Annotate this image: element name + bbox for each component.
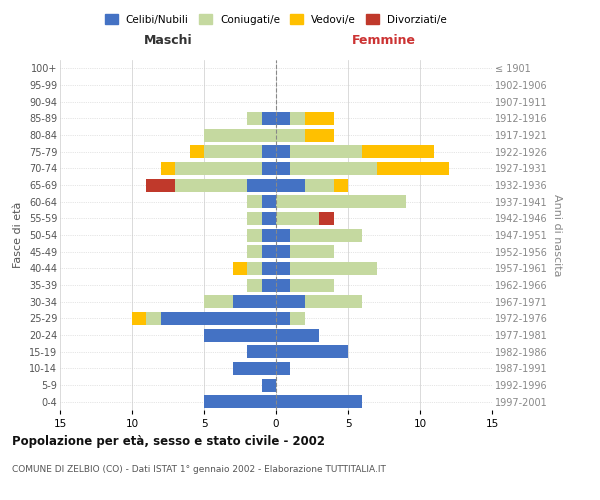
Bar	[204, 328, 276, 342]
Bar	[204, 295, 233, 308]
Bar	[161, 312, 276, 325]
Bar	[276, 128, 305, 141]
Bar	[290, 312, 305, 325]
Bar	[132, 312, 146, 325]
Bar	[276, 312, 290, 325]
Bar	[190, 145, 204, 158]
Bar	[290, 112, 305, 125]
Bar	[262, 278, 276, 291]
Bar	[175, 162, 262, 175]
Bar	[290, 228, 362, 241]
Bar	[146, 178, 175, 192]
Bar	[276, 345, 348, 358]
Bar	[276, 395, 362, 408]
Bar	[290, 278, 334, 291]
Bar	[305, 295, 362, 308]
Bar	[276, 228, 290, 241]
Bar	[262, 378, 276, 392]
Bar	[276, 195, 406, 208]
Bar	[290, 245, 334, 258]
Bar	[262, 262, 276, 275]
Bar	[204, 128, 276, 141]
Bar	[290, 162, 377, 175]
Bar	[175, 178, 247, 192]
Text: Femmine: Femmine	[352, 34, 416, 46]
Bar	[276, 278, 290, 291]
Bar	[247, 278, 262, 291]
Bar	[276, 162, 290, 175]
Bar	[204, 145, 262, 158]
Bar	[233, 295, 276, 308]
Bar	[262, 162, 276, 175]
Text: Popolazione per età, sesso e stato civile - 2002: Popolazione per età, sesso e stato civil…	[12, 435, 325, 448]
Text: Maschi: Maschi	[143, 34, 193, 46]
Bar	[233, 262, 247, 275]
Bar	[247, 228, 262, 241]
Bar	[290, 145, 362, 158]
Bar	[276, 145, 290, 158]
Legend: Celibi/Nubili, Coniugati/e, Vedovi/e, Divorziati/e: Celibi/Nubili, Coniugati/e, Vedovi/e, Di…	[101, 10, 451, 29]
Bar	[247, 195, 262, 208]
Text: COMUNE DI ZELBIO (CO) - Dati ISTAT 1° gennaio 2002 - Elaborazione TUTTITALIA.IT: COMUNE DI ZELBIO (CO) - Dati ISTAT 1° ge…	[12, 465, 386, 474]
Bar	[247, 345, 276, 358]
Bar	[305, 128, 334, 141]
Bar	[334, 178, 348, 192]
Bar	[276, 295, 305, 308]
Y-axis label: Anni di nascita: Anni di nascita	[551, 194, 562, 276]
Bar	[276, 178, 305, 192]
Bar	[262, 228, 276, 241]
Y-axis label: Fasce di età: Fasce di età	[13, 202, 23, 268]
Bar	[319, 212, 334, 225]
Bar	[276, 262, 290, 275]
Bar	[290, 262, 377, 275]
Bar	[276, 362, 290, 375]
Bar	[262, 245, 276, 258]
Bar	[305, 178, 334, 192]
Bar	[276, 328, 319, 342]
Bar	[262, 212, 276, 225]
Bar	[247, 245, 262, 258]
Bar	[262, 145, 276, 158]
Bar	[233, 362, 276, 375]
Bar	[276, 245, 290, 258]
Bar	[204, 395, 276, 408]
Bar	[362, 145, 434, 158]
Bar	[305, 112, 334, 125]
Bar	[161, 162, 175, 175]
Bar	[276, 112, 290, 125]
Bar	[247, 212, 262, 225]
Bar	[247, 112, 262, 125]
Bar	[146, 312, 161, 325]
Bar	[247, 178, 276, 192]
Bar	[262, 112, 276, 125]
Bar	[276, 212, 319, 225]
Bar	[377, 162, 449, 175]
Bar	[247, 262, 262, 275]
Bar	[262, 195, 276, 208]
